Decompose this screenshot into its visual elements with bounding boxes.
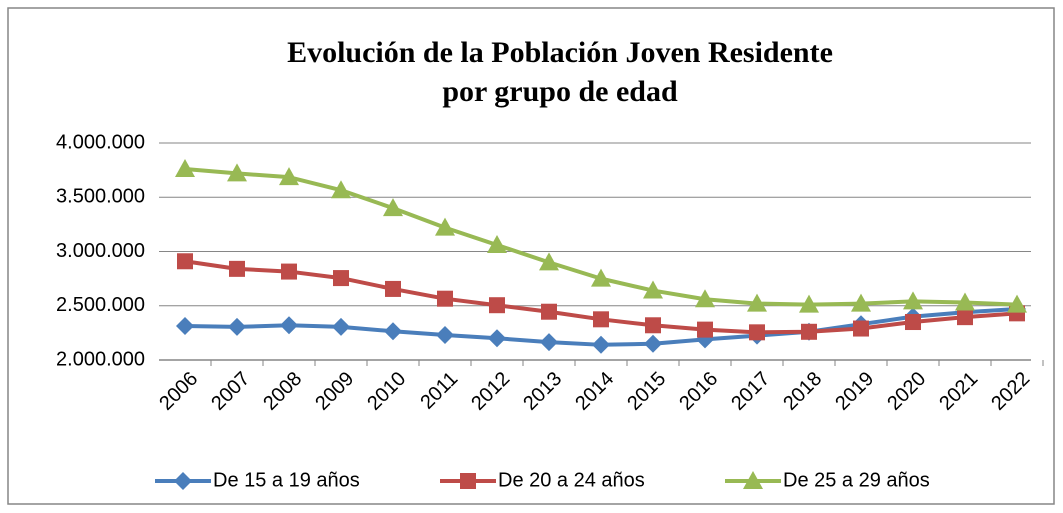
point-marker	[1007, 294, 1027, 313]
point-marker	[333, 270, 349, 287]
point-marker	[280, 316, 298, 335]
y-tick-label: 2.500.000	[56, 294, 145, 316]
y-tick-label: 3.500.000	[56, 186, 145, 208]
y-tick-label: 3.000.000	[56, 240, 145, 262]
legend-marker	[460, 473, 476, 489]
point-marker	[644, 334, 662, 353]
point-marker	[489, 297, 505, 314]
point-marker	[175, 159, 195, 178]
point-marker	[957, 309, 973, 326]
point-marker	[903, 291, 923, 310]
point-marker	[384, 322, 402, 341]
legend-label: De 20 a 24 años	[498, 469, 645, 491]
point-marker	[540, 333, 558, 352]
y-tick-label: 4.000.000	[56, 131, 145, 153]
point-marker	[385, 280, 401, 297]
point-marker	[539, 252, 559, 271]
point-marker	[592, 335, 610, 354]
point-marker	[281, 263, 297, 280]
point-marker	[176, 317, 194, 336]
point-marker	[643, 280, 663, 299]
legend-label: De 25 a 29 años	[783, 469, 930, 491]
point-marker	[177, 253, 193, 270]
point-marker	[332, 317, 350, 336]
point-marker	[593, 311, 609, 328]
point-marker	[697, 321, 713, 338]
point-marker	[955, 292, 975, 311]
point-marker	[229, 260, 245, 277]
point-marker	[905, 314, 921, 331]
point-marker	[747, 293, 767, 312]
y-tick-label: 2.000.000	[56, 348, 145, 370]
legend-label: De 15 a 19 años	[213, 469, 360, 491]
legend-marker	[743, 471, 763, 489]
point-marker	[437, 290, 453, 307]
point-marker	[695, 289, 715, 308]
point-marker	[383, 198, 403, 217]
point-marker	[801, 323, 817, 340]
chart-title: por grupo de edad	[442, 75, 678, 108]
point-marker	[228, 317, 246, 336]
point-marker	[435, 217, 455, 236]
point-marker	[331, 180, 351, 199]
point-marker	[227, 163, 247, 182]
point-marker	[487, 234, 507, 253]
point-marker	[541, 303, 557, 320]
point-marker	[436, 326, 454, 345]
point-marker	[645, 317, 661, 334]
point-marker	[799, 294, 819, 313]
chart-title: Evolución de la Población Joven Resident…	[287, 36, 833, 69]
point-marker	[749, 324, 765, 341]
point-marker	[488, 329, 506, 348]
point-marker	[591, 268, 611, 287]
legend-marker	[174, 472, 192, 490]
point-marker	[279, 167, 299, 186]
point-marker	[853, 320, 869, 337]
point-marker	[851, 293, 871, 312]
